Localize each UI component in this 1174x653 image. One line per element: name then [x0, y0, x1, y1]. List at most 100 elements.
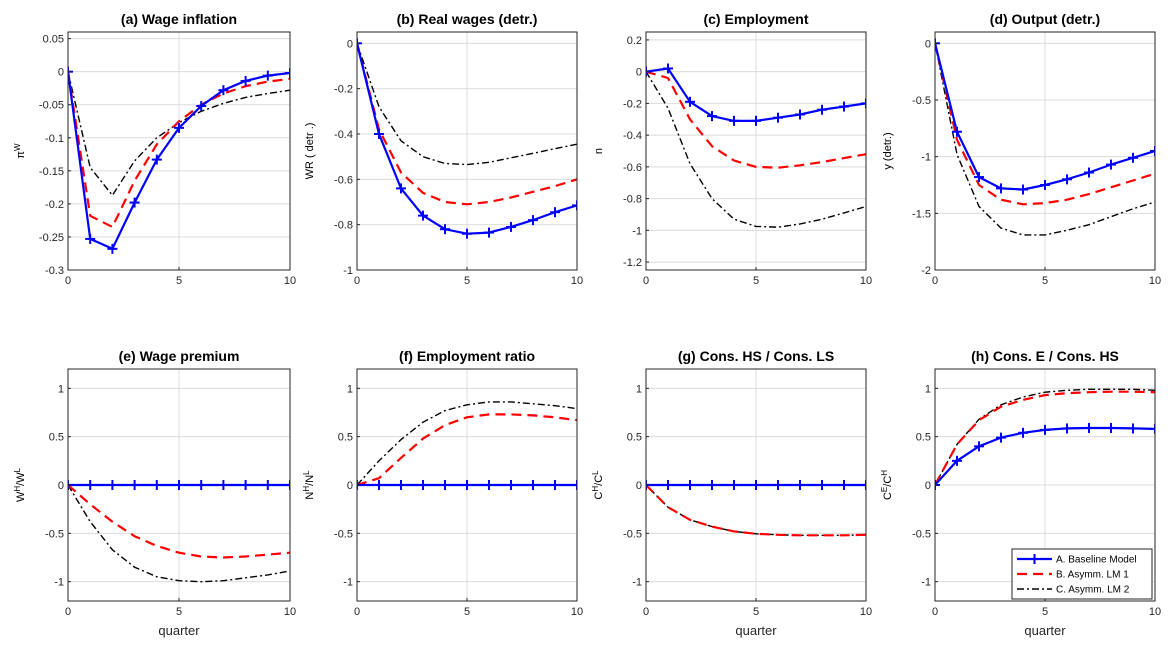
y-tick-label: -0.6	[334, 174, 353, 186]
y-tick-label: -1.5	[912, 208, 931, 220]
data-point	[440, 224, 450, 235]
x-tick-label: 10	[860, 606, 872, 618]
y-tick-label: -0.25	[39, 232, 64, 244]
x-tick-label: 5	[753, 606, 759, 618]
panel-f: 0 5 10 1 0.5 0 -0.5 -1 (f) Employment ratio NH/NL	[302, 348, 584, 618]
data-point	[839, 101, 849, 112]
y-tick-label: -0.2	[45, 199, 64, 211]
x-tick-label: 10	[571, 606, 583, 618]
data-point	[795, 109, 805, 120]
panel-g: 0 5 10 1 0.5 0 -0.5 -1 (g) Cons. HS / Cons. LS CH…	[591, 348, 873, 638]
y-tick-label: -1	[343, 265, 353, 277]
data-point	[572, 200, 577, 211]
y-axis-label: πW	[13, 143, 28, 159]
y-tick-label: 0.5	[49, 432, 64, 444]
data-point	[506, 221, 516, 232]
panel-title: (d) Output (detr.)	[990, 11, 1100, 27]
y-tick-label: -0.8	[623, 194, 642, 206]
panel-title: (a) Wage inflation	[121, 11, 237, 27]
y-tick-label: -0.5	[912, 528, 931, 540]
data-point	[1062, 423, 1072, 434]
x-tick-label: 5	[1042, 606, 1048, 618]
data-point	[685, 96, 695, 107]
y-axis-label: CH/CL	[591, 470, 606, 500]
data-point	[646, 480, 651, 490]
y-tick-label: -0.3	[45, 265, 64, 277]
y-tick-label: -0.8	[334, 220, 353, 232]
y-tick-label: -0.5	[912, 95, 931, 107]
y-tick-label: 0.05	[43, 34, 64, 46]
data-point	[773, 480, 783, 490]
y-tick-label: 0	[925, 480, 931, 492]
data-point	[861, 98, 866, 109]
data-point	[773, 112, 783, 123]
x-axis-label: quarter	[158, 623, 200, 638]
data-point	[663, 480, 673, 490]
data-point	[1106, 159, 1116, 170]
x-tick-label: 5	[464, 275, 470, 287]
x-tick-label: 0	[643, 275, 649, 287]
series-line-c	[935, 388, 1155, 486]
legend-entry-a: A. Baseline Model	[1056, 555, 1137, 566]
series-group	[68, 66, 290, 254]
data-point	[218, 480, 229, 490]
y-tick-label: 0	[636, 480, 642, 492]
data-point	[285, 480, 290, 490]
data-point	[262, 480, 273, 490]
x-tick-label: 5	[176, 606, 182, 618]
data-point	[462, 480, 472, 490]
data-point	[663, 63, 673, 74]
data-point	[528, 480, 538, 490]
series-group	[357, 38, 577, 239]
data-point	[1040, 180, 1050, 190]
series-line-b	[357, 413, 577, 487]
y-tick-label: 0.2	[627, 35, 642, 47]
x-tick-label: 5	[176, 275, 182, 287]
data-point	[952, 126, 962, 137]
data-point	[996, 183, 1006, 194]
y-tick-label: 1	[58, 383, 64, 395]
y-tick-label: 0	[347, 38, 353, 50]
data-point	[646, 66, 651, 77]
y-tick-label: 0	[925, 38, 931, 50]
data-point	[685, 480, 695, 490]
data-point	[795, 480, 805, 490]
data-point	[240, 75, 251, 86]
legend: A. Baseline Model B. Asymm. LM 1 C. Asymm.…	[1011, 548, 1153, 600]
y-tick-label: 1	[925, 383, 931, 395]
data-point	[974, 172, 984, 183]
data-point	[374, 480, 384, 490]
data-point	[1018, 184, 1028, 195]
panel-c: 0 5 10 0.2 0 -0.2 -0.4 -0.6 -0.8 -1 -1.2 (c) Employ…	[593, 11, 872, 287]
y-tick-label: 1	[347, 383, 353, 395]
data-point	[418, 210, 428, 221]
y-tick-label: -0.5	[45, 528, 64, 540]
data-point	[285, 67, 290, 78]
data-point	[85, 233, 96, 244]
y-tick-label: 0	[347, 480, 353, 492]
y-tick-label: 0.5	[338, 432, 353, 444]
y-tick-label: -1	[632, 577, 642, 589]
y-tick-label: 0.5	[627, 432, 642, 444]
data-point	[107, 243, 118, 254]
data-point	[1040, 424, 1050, 435]
data-point	[506, 480, 516, 490]
x-axis-label: quarter	[1024, 623, 1066, 638]
panel-title: (e) Wage premium	[119, 348, 240, 364]
y-axis-label: WH/WL	[13, 467, 28, 502]
data-point	[1062, 174, 1072, 185]
y-tick-label: -1	[343, 577, 353, 589]
series-line-b	[68, 484, 290, 559]
data-point	[1018, 427, 1028, 438]
x-tick-label: 0	[65, 275, 71, 287]
data-point	[550, 480, 560, 490]
data-point	[196, 480, 207, 490]
x-tick-label: 5	[753, 275, 759, 287]
x-tick-label: 5	[1042, 275, 1048, 287]
series-line-b	[935, 390, 1155, 486]
y-tick-label: -1	[632, 225, 642, 237]
series-line-c	[357, 43, 577, 166]
data-point	[729, 115, 739, 126]
x-tick-label: 0	[932, 606, 938, 618]
